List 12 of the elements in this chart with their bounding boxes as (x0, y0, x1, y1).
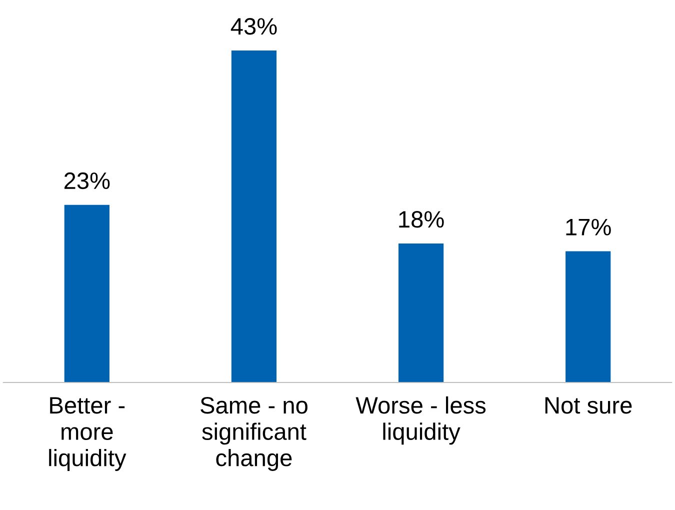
bar (231, 50, 277, 382)
data-label: 18% (399, 211, 444, 228)
bar (64, 204, 110, 382)
x-tick-label: Better - more liquidity (49, 397, 126, 471)
bar (398, 244, 444, 382)
data-label: 43% (230, 18, 277, 35)
data-label: 23% (64, 172, 110, 190)
x-tick-label: Same - no significant change (200, 397, 308, 471)
x-tick-label: Worse - less liquidity (356, 396, 486, 445)
x-tick-label: Not sure (545, 397, 632, 414)
data-label: 17% (566, 218, 611, 236)
bar (566, 251, 611, 382)
